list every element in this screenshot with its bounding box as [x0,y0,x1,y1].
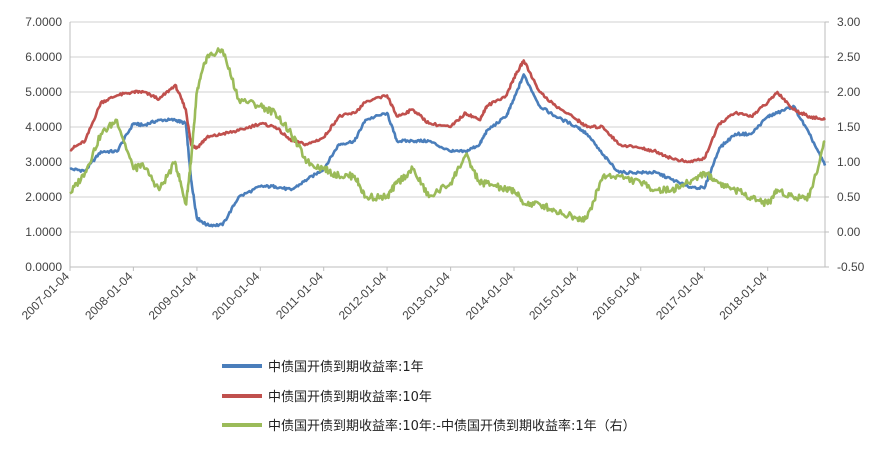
left-tick-label: 5.0000 [25,85,62,99]
x-tick-label: 2009-01-04 [146,269,200,323]
left-tick-label: 1.0000 [25,225,62,239]
x-tick-label: 2015-01-04 [526,269,580,323]
right-tick-label: 1.50 [837,120,861,134]
series-line-2 [69,59,827,164]
right-tick-label: -0.50 [837,260,865,274]
series-lines [69,47,827,228]
right-tick-label: 1.00 [837,155,861,169]
x-tick-label: 2017-01-04 [653,269,707,323]
x-tick-label: 2014-01-04 [463,269,517,323]
right-tick-label: 2.50 [837,50,861,64]
right-tick-label: 3.00 [837,15,861,29]
x-tick-label: 2010-01-04 [209,269,263,323]
left-tick-label: 2.0000 [25,190,62,204]
x-tick-label: 2012-01-04 [336,269,390,323]
left-tick-label: 3.0000 [25,155,62,169]
legend-label-3: 中债国开债到期收益率:10年:-中债国开债到期收益率:1年（右） [268,418,636,434]
right-tick-label: 0.50 [837,190,861,204]
left-tick-label: 7.0000 [25,15,62,29]
right-tick-label: 2.00 [837,85,861,99]
x-axis-ticks: 2007-01-04 2008-01-04 2009-01-04 2010-01-04… [19,269,770,323]
x-tick-label: 2016-01-04 [590,269,644,323]
x-tick-label: 2018-01-04 [717,269,771,323]
legend-label-1: 中债国开债到期收益率:1年 [268,359,424,375]
axes [69,21,829,271]
series-line-1 [69,73,827,228]
left-tick-label: 6.0000 [25,50,62,64]
x-tick-label: 2007-01-04 [19,269,73,323]
right-axis-ticks: -0.50 0.00 0.50 1.00 1.50 2.00 2.50 3.00 [837,15,865,274]
series-line-3 [69,47,826,223]
right-tick-label: 0.00 [837,225,861,239]
left-axis-ticks: 0.0000 1.0000 2.0000 3.0000 4.0000 5.0000 6.00… [25,15,62,274]
legend: 中债国开债到期收益率:1年中债国开债到期收益率:10年中债国开债到期收益率:10… [222,359,636,434]
legend-label-2: 中债国开债到期收益率:10年 [268,389,432,405]
x-tick-label: 2013-01-04 [399,269,453,323]
x-tick-label: 2008-01-04 [82,269,136,323]
left-tick-label: 0.0000 [25,260,62,274]
x-tick-label: 2011-01-04 [273,269,326,322]
left-tick-label: 4.0000 [25,120,62,134]
